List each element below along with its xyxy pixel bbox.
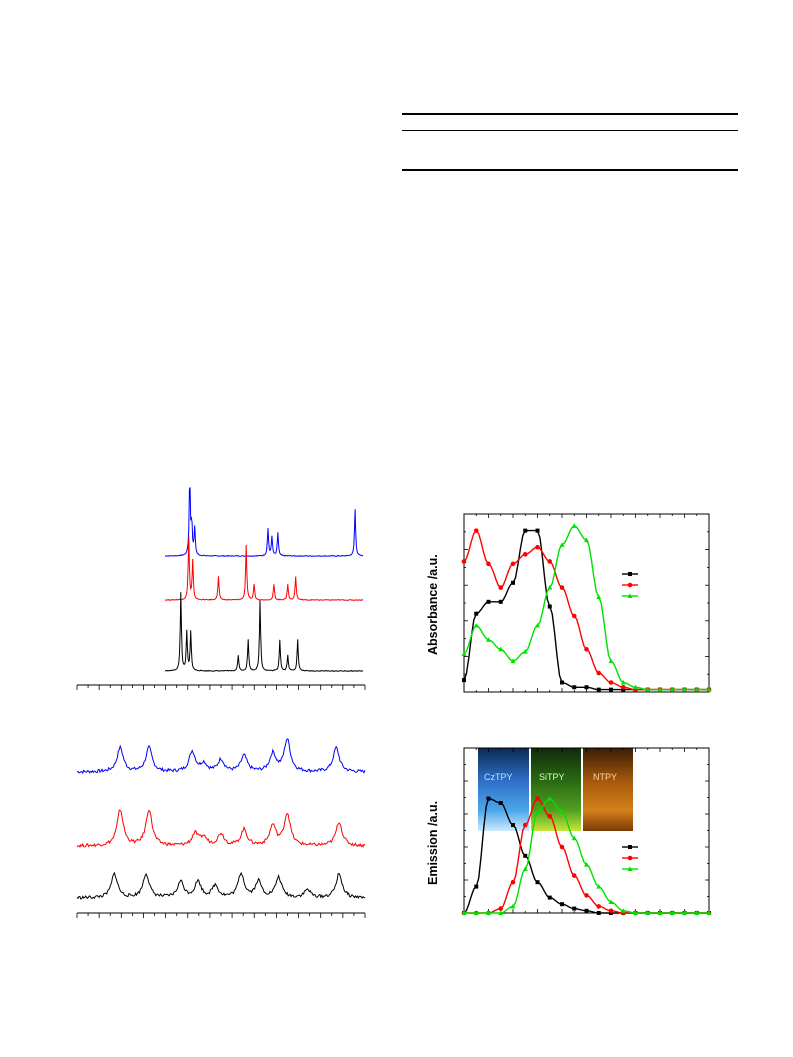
vial-label-ntpy: NTPY	[593, 772, 618, 782]
spectrum-line-2	[164, 592, 364, 672]
table-rule-top	[402, 113, 738, 115]
vial-ntpy: NTPY	[583, 748, 633, 831]
table-rule-mid	[402, 130, 738, 131]
spectrum-line-0	[164, 487, 364, 557]
spectrum-line-0	[76, 738, 366, 775]
spectrum-line-1	[164, 536, 364, 601]
vial-label-cztpy: CzTPY	[484, 772, 513, 782]
vial-label-sitpy: SiTPY	[539, 772, 565, 782]
nmr-x-ticks	[76, 685, 366, 690]
spectrum-line-1	[76, 809, 366, 849]
vial-photo: CzTPY SiTPY NTPY	[478, 748, 633, 831]
spectrum-line-2	[76, 871, 366, 900]
table-rule-bottom	[402, 169, 738, 171]
nmr-bottom-x-ticks	[76, 913, 366, 918]
nmr-bottom-plot	[76, 738, 366, 900]
vial-cztpy: CzTPY	[478, 748, 529, 831]
vial-sitpy: SiTPY	[531, 748, 581, 831]
nmr-top-plot	[164, 487, 364, 672]
